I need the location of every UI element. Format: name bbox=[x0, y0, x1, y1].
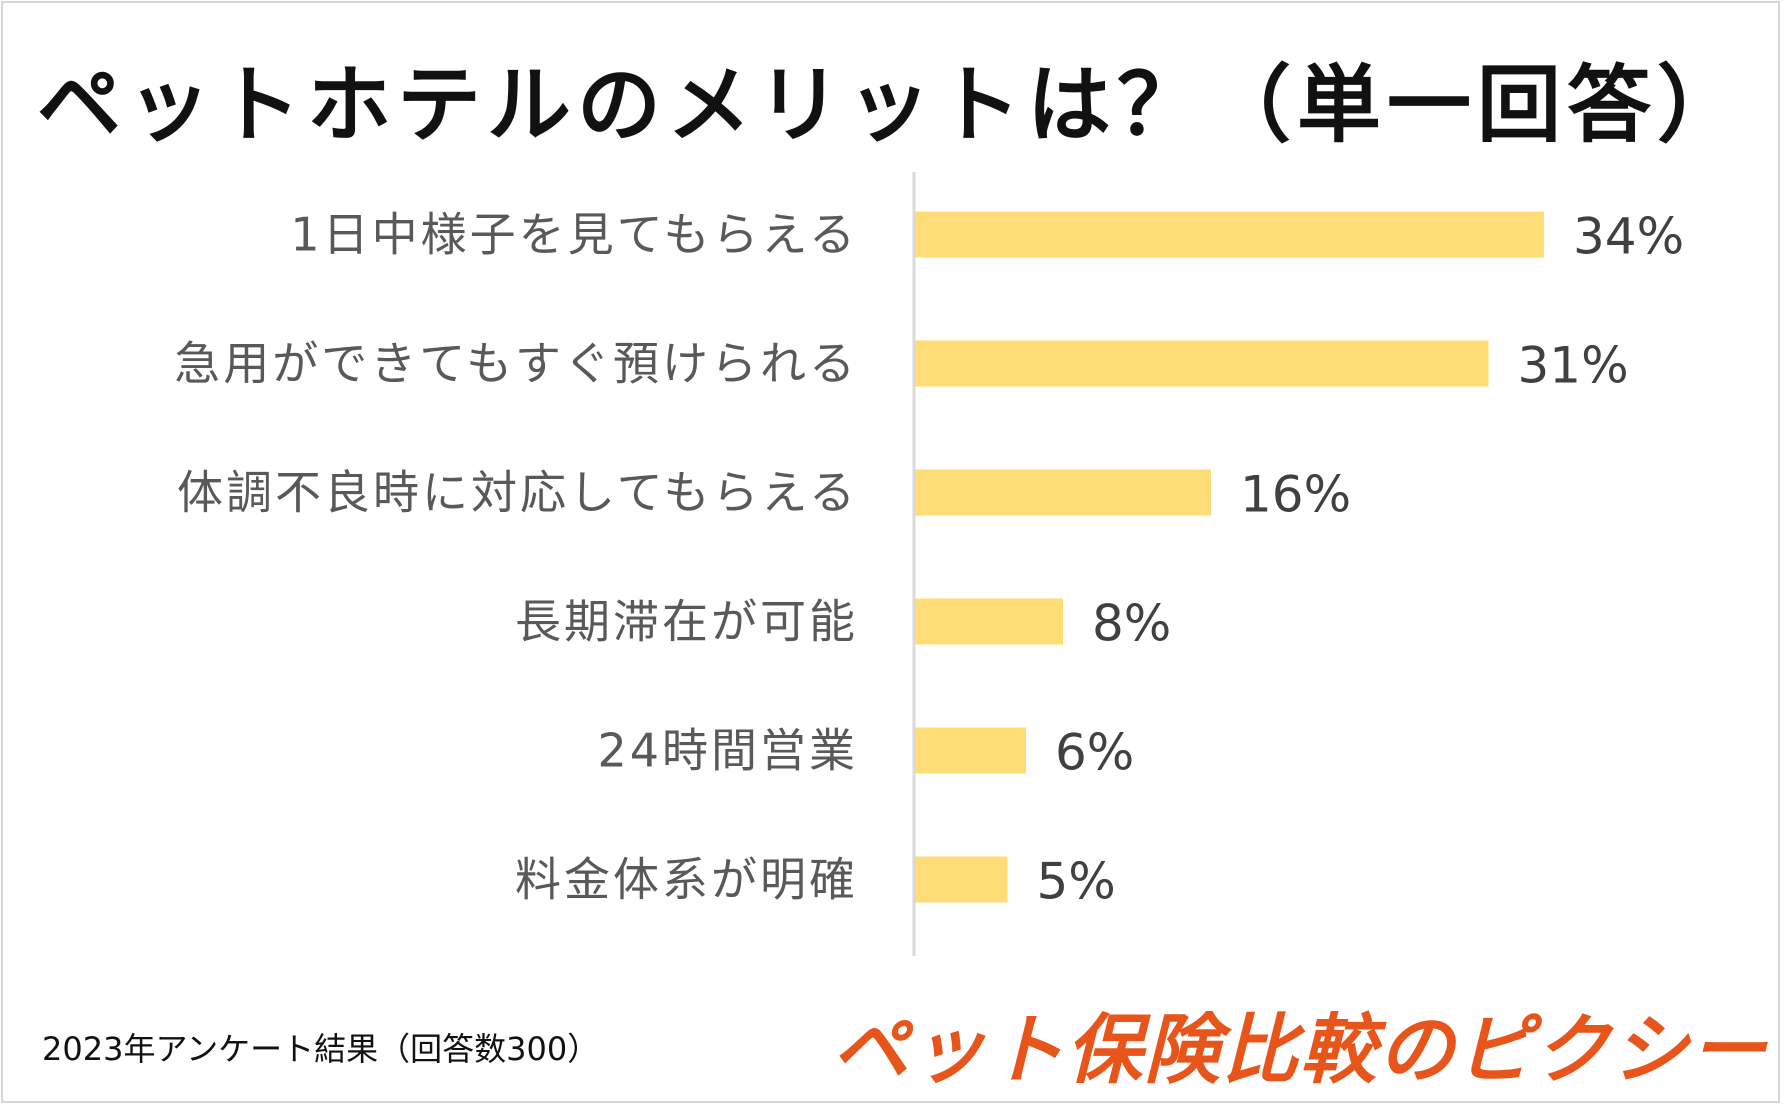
bars-layer: 1日中様子を見てもらえる 34% 急用ができてもすぐ預けられる 31% 体調不良時に対応… bbox=[174, 208, 1684, 911]
value-label-4: 8% bbox=[1092, 595, 1171, 653]
bar-1 bbox=[915, 211, 1544, 258]
bar-3 bbox=[915, 469, 1211, 516]
category-label-3: 体調不良時に対応してもらえる bbox=[177, 466, 858, 520]
chart-title: ペットホテルのメリットは？（単一回答） bbox=[36, 56, 1747, 154]
value-label-2: 31% bbox=[1518, 337, 1629, 395]
bar-4 bbox=[915, 598, 1063, 645]
value-label-6: 5% bbox=[1037, 853, 1116, 911]
category-label-6: 料金体系が明確 bbox=[515, 853, 858, 907]
category-label-4: 長期滞在が可能 bbox=[515, 595, 858, 649]
category-label-5: 24時間営業 bbox=[597, 724, 858, 778]
value-label-1: 34% bbox=[1573, 208, 1684, 266]
value-label-5: 6% bbox=[1055, 724, 1134, 782]
brand-logo: ペット保険比較のピクシー bbox=[832, 1005, 1768, 1094]
bar-2 bbox=[915, 340, 1489, 387]
bar-6 bbox=[915, 856, 1008, 903]
value-label-3: 16% bbox=[1240, 466, 1351, 524]
category-label-1: 1日中様子を見てもらえる bbox=[290, 208, 858, 262]
survey-footnote: 2023年アンケート結果（回答数300） bbox=[42, 1030, 600, 1068]
bar-5 bbox=[915, 727, 1026, 774]
category-label-2: 急用ができてもすぐ預けられる bbox=[174, 337, 858, 391]
